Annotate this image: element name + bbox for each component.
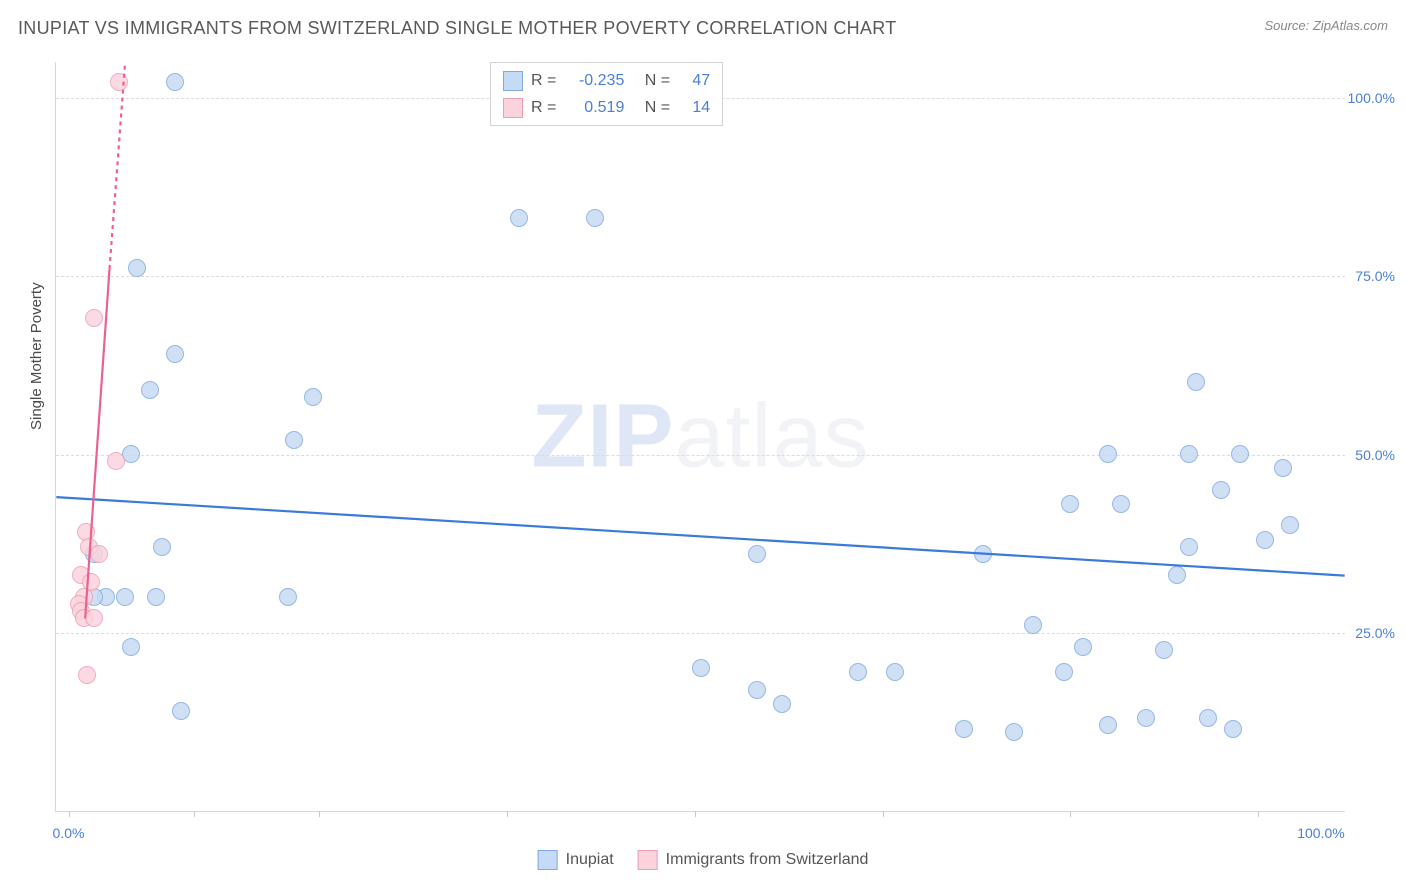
data-point-inupiat[interactable] bbox=[1074, 638, 1092, 656]
legend-item-inupiat: Inupiat bbox=[538, 850, 614, 870]
data-point-inupiat[interactable] bbox=[1281, 516, 1299, 534]
data-point-inupiat[interactable] bbox=[955, 720, 973, 738]
data-point-inupiat[interactable] bbox=[974, 545, 992, 563]
data-point-inupiat[interactable] bbox=[116, 588, 134, 606]
x-tick-label: 0.0% bbox=[53, 825, 85, 841]
y-tick-label: 100.0% bbox=[1348, 90, 1395, 106]
x-tick bbox=[883, 811, 884, 817]
x-tick bbox=[69, 811, 70, 817]
data-point-inupiat[interactable] bbox=[773, 695, 791, 713]
data-point-inupiat[interactable] bbox=[285, 431, 303, 449]
data-point-inupiat[interactable] bbox=[153, 538, 171, 556]
data-point-swiss[interactable] bbox=[90, 545, 108, 563]
data-point-inupiat[interactable] bbox=[1005, 723, 1023, 741]
data-point-inupiat[interactable] bbox=[1137, 709, 1155, 727]
data-point-swiss[interactable] bbox=[85, 309, 103, 327]
data-point-inupiat[interactable] bbox=[1199, 709, 1217, 727]
data-point-inupiat[interactable] bbox=[1061, 495, 1079, 513]
correlation-legend: R = -0.235 N = 47 R = 0.519 N = 14 bbox=[490, 62, 723, 126]
data-point-inupiat[interactable] bbox=[1099, 716, 1117, 734]
data-point-swiss[interactable] bbox=[107, 452, 125, 470]
legend-r-label: R = bbox=[531, 67, 556, 94]
x-tick-label: 100.0% bbox=[1297, 825, 1344, 841]
trendline-inupiat bbox=[56, 497, 1344, 575]
source-prefix: Source: bbox=[1264, 18, 1312, 33]
data-point-swiss[interactable] bbox=[78, 666, 96, 684]
data-point-inupiat[interactable] bbox=[122, 638, 140, 656]
x-tick bbox=[319, 811, 320, 817]
trendline-ext-swiss bbox=[110, 62, 126, 269]
data-point-inupiat[interactable] bbox=[510, 209, 528, 227]
x-tick bbox=[1070, 811, 1071, 817]
legend-label-inupiat: Inupiat bbox=[566, 851, 614, 869]
watermark-zip: ZIP bbox=[531, 386, 674, 486]
y-tick-label: 50.0% bbox=[1355, 447, 1395, 463]
y-tick-label: 25.0% bbox=[1355, 625, 1395, 641]
legend-r-value-inupiat: -0.235 bbox=[564, 67, 624, 94]
data-point-inupiat[interactable] bbox=[692, 659, 710, 677]
legend-n-label: N = bbox=[645, 67, 670, 94]
data-point-inupiat[interactable] bbox=[128, 259, 146, 277]
legend-label-swiss: Immigrants from Switzerland bbox=[666, 851, 869, 869]
data-point-inupiat[interactable] bbox=[1231, 445, 1249, 463]
data-point-inupiat[interactable] bbox=[1099, 445, 1117, 463]
data-point-inupiat[interactable] bbox=[849, 663, 867, 681]
scatter-plot: ZIPatlas 25.0%50.0%75.0%100.0%0.0%100.0% bbox=[55, 62, 1345, 812]
data-point-inupiat[interactable] bbox=[748, 545, 766, 563]
data-point-swiss[interactable] bbox=[110, 73, 128, 91]
legend-n-value-inupiat: 47 bbox=[678, 67, 710, 94]
data-point-inupiat[interactable] bbox=[166, 73, 184, 91]
data-point-inupiat[interactable] bbox=[304, 388, 322, 406]
data-point-inupiat[interactable] bbox=[886, 663, 904, 681]
legend-r-value-swiss: 0.519 bbox=[564, 94, 624, 121]
y-gridline bbox=[56, 633, 1345, 634]
y-tick-label: 75.0% bbox=[1355, 268, 1395, 284]
data-point-inupiat[interactable] bbox=[1055, 663, 1073, 681]
y-gridline bbox=[56, 276, 1345, 277]
data-point-inupiat[interactable] bbox=[586, 209, 604, 227]
data-point-inupiat[interactable] bbox=[1112, 495, 1130, 513]
legend-r-label: R = bbox=[531, 94, 556, 121]
source-link[interactable]: ZipAtlas.com bbox=[1313, 18, 1388, 33]
legend-item-swiss: Immigrants from Switzerland bbox=[638, 850, 869, 870]
legend-n-value-swiss: 14 bbox=[678, 94, 710, 121]
watermark: ZIPatlas bbox=[531, 385, 869, 488]
data-point-inupiat[interactable] bbox=[1180, 538, 1198, 556]
data-point-inupiat[interactable] bbox=[1180, 445, 1198, 463]
data-point-inupiat[interactable] bbox=[279, 588, 297, 606]
legend-row-inupiat: R = -0.235 N = 47 bbox=[503, 67, 710, 94]
x-tick bbox=[695, 811, 696, 817]
swatch-swiss bbox=[503, 98, 523, 118]
y-axis-title: Single Mother Poverty bbox=[28, 282, 45, 430]
swatch-inupiat bbox=[503, 71, 523, 91]
data-point-swiss[interactable] bbox=[85, 609, 103, 627]
data-point-inupiat[interactable] bbox=[1256, 531, 1274, 549]
swatch-inupiat bbox=[538, 850, 558, 870]
data-point-inupiat[interactable] bbox=[147, 588, 165, 606]
series-legend: Inupiat Immigrants from Switzerland bbox=[538, 850, 869, 870]
data-point-inupiat[interactable] bbox=[1168, 566, 1186, 584]
data-point-inupiat[interactable] bbox=[748, 681, 766, 699]
legend-row-swiss: R = 0.519 N = 14 bbox=[503, 94, 710, 121]
x-tick bbox=[507, 811, 508, 817]
chart-title: INUPIAT VS IMMIGRANTS FROM SWITZERLAND S… bbox=[18, 18, 897, 39]
data-point-inupiat[interactable] bbox=[172, 702, 190, 720]
trendlines-overlay bbox=[56, 62, 1345, 811]
x-tick bbox=[194, 811, 195, 817]
legend-n-label: N = bbox=[645, 94, 670, 121]
data-point-inupiat[interactable] bbox=[166, 345, 184, 363]
y-gridline bbox=[56, 455, 1345, 456]
source-attribution: Source: ZipAtlas.com bbox=[1264, 18, 1388, 33]
swatch-swiss bbox=[638, 850, 658, 870]
data-point-inupiat[interactable] bbox=[1224, 720, 1242, 738]
watermark-atlas: atlas bbox=[674, 386, 869, 486]
data-point-inupiat[interactable] bbox=[1212, 481, 1230, 499]
data-point-inupiat[interactable] bbox=[1274, 459, 1292, 477]
data-point-inupiat[interactable] bbox=[1155, 641, 1173, 659]
data-point-inupiat[interactable] bbox=[141, 381, 159, 399]
x-tick bbox=[1258, 811, 1259, 817]
data-point-inupiat[interactable] bbox=[1024, 616, 1042, 634]
data-point-inupiat[interactable] bbox=[1187, 373, 1205, 391]
